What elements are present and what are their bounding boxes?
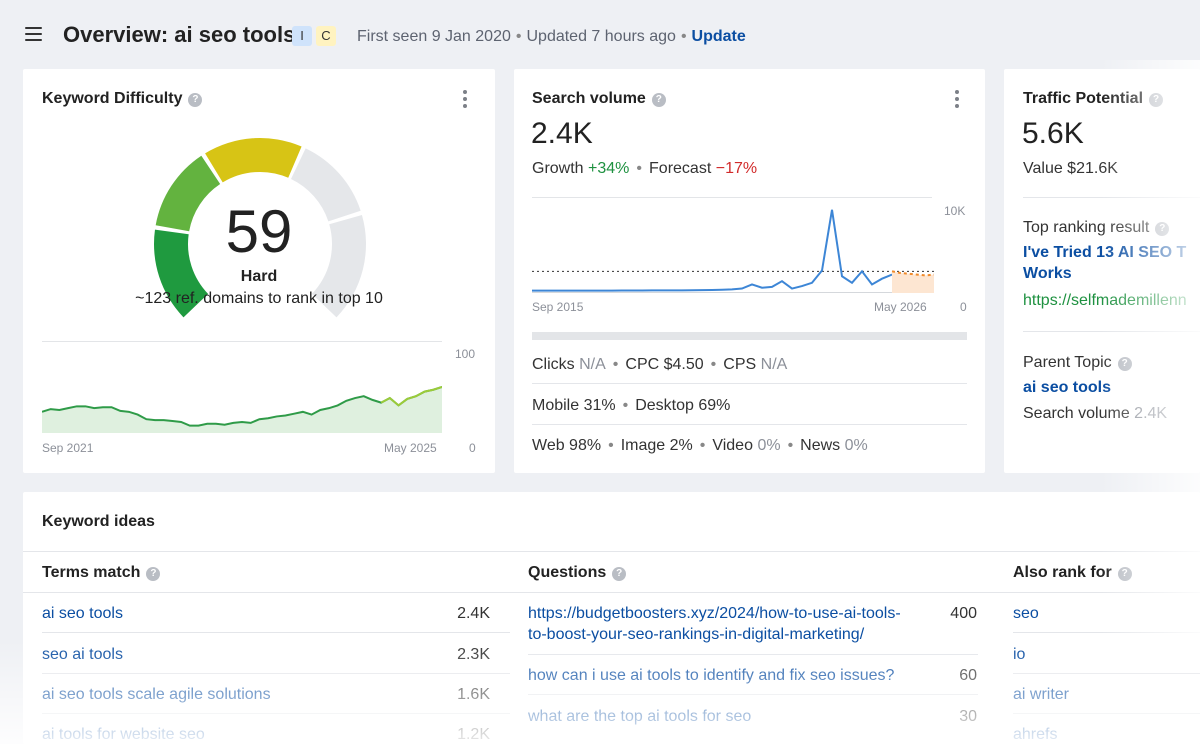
tp-value: 5.6K (1022, 117, 1084, 150)
sv-card-title: Search volume? (532, 90, 666, 108)
hamburger-menu-icon[interactable] (25, 27, 42, 41)
sv-clicks-row: Clicks N/A • CPC $4.50 • CPS N/A (532, 356, 788, 373)
kd-chart-ymax: 100 (455, 347, 476, 361)
sv-forecast-line (891, 270, 934, 277)
sv-device-row: Mobile 31% • Desktop 69% (532, 397, 731, 414)
sv-more-options-icon[interactable] (955, 90, 959, 111)
tp-card-title: Traffic Potential? (1023, 90, 1164, 108)
terms-volume: 1.2K (457, 726, 490, 743)
question-link-line2[interactable]: to-boost-your-seo-rankings-in-digital-ma… (528, 626, 865, 643)
tp-traffic-value: Value $21.6K (1023, 160, 1118, 177)
page-meta: First seen 9 Jan 2020 • Updated 7 hours ag… (357, 28, 746, 45)
sv-forecast-area (892, 271, 934, 293)
question-link[interactable]: what are the top ai tools for seo (528, 708, 752, 725)
also-rank-link[interactable]: seo (1013, 605, 1039, 622)
kd-chart-line-recent (380, 386, 442, 407)
also-rank-link[interactable]: ahrefs (1013, 726, 1058, 743)
sv-range-scrollbar[interactable] (532, 332, 967, 340)
help-icon[interactable]: ? (188, 93, 203, 107)
top-ranking-label: Top ranking result? (1023, 219, 1170, 237)
top-result-title-link-line2[interactable]: Works (1023, 265, 1072, 282)
sv-chart-ymin: 0 (960, 300, 967, 314)
kd-chart-ymin: 0 (469, 441, 476, 455)
help-icon[interactable]: ? (612, 567, 627, 581)
kd-chart-line (42, 386, 442, 427)
gauge-segment-empty (311, 214, 366, 318)
first-seen-text: First seen 9 Jan 2020 (357, 28, 511, 45)
kd-chart-area (42, 387, 442, 433)
top-result-title-link[interactable]: I've Tried 13 AI SEO T (1023, 244, 1187, 261)
question-volume: 60 (959, 667, 977, 684)
traffic-potential-card: Traffic Potential? 5.6K Value $21.6K Top… (1004, 69, 1200, 473)
keyword-difficulty-card: Keyword Difficulty? 59 Hard ~123 ref. do… (23, 69, 495, 473)
sv-chart-end-date: May 2026 (874, 300, 927, 314)
terms-volume: 2.3K (457, 646, 490, 663)
sv-serp-type-row: Web 98% • Image 2% • Video 0% • News 0% (532, 437, 868, 454)
parent-topic-link[interactable]: ai seo tools (1023, 379, 1112, 396)
sv-chart-ymax: 10K (944, 204, 966, 218)
help-icon[interactable]: ? (651, 93, 666, 107)
page-title: Overview: ai seo tools (63, 22, 296, 47)
gauge-segment-lightgreen (155, 155, 221, 232)
kd-chart-start-date: Sep 2021 (42, 441, 94, 455)
terms-keyword-link[interactable]: seo ai tools (42, 646, 123, 663)
kd-score: 59 (225, 198, 293, 265)
help-icon[interactable]: ? (1117, 567, 1132, 581)
terms-keyword-link[interactable]: ai tools for website seo (42, 726, 205, 743)
keyword-ideas-card: Keyword ideas Terms match? ai seo tools … (23, 492, 1200, 744)
kd-subtitle: ~123 ref. domains to rank in top 10 (135, 290, 383, 307)
sv-chart-line (532, 209, 893, 292)
kd-history-chart (42, 341, 442, 433)
question-link[interactable]: how can i use ai tools to identify and f… (528, 667, 895, 684)
sv-growth-forecast: Growth +34% • Forecast −17% (532, 160, 758, 177)
help-icon[interactable]: ? (1117, 357, 1132, 371)
also-rank-link[interactable]: io (1013, 646, 1026, 663)
search-volume-card: Search volume? 2.4K Growth +34% • Forecast… (514, 69, 985, 473)
update-button[interactable]: Update (691, 28, 746, 45)
terms-keyword-link[interactable]: ai seo tools (42, 605, 123, 622)
terms-keyword-link[interactable]: ai seo tools scale agile solutions (42, 686, 271, 703)
parent-topic-label: Parent Topic? (1023, 354, 1132, 372)
sv-chart-start-date: Sep 2015 (532, 300, 584, 314)
top-result-url-link[interactable]: https://selfmademillenn (1023, 292, 1187, 309)
help-icon[interactable]: ? (1149, 93, 1164, 107)
intent-badge-informational: I (292, 26, 312, 46)
terms-match-header: Terms match? (42, 564, 161, 582)
gauge-segment-green (154, 229, 209, 318)
kd-level: Hard (240, 268, 278, 285)
page-header: Overview: ai seo tools I C First seen 9 … (0, 0, 1200, 70)
parent-topic-volume: Search volume 2.4K (1023, 405, 1168, 422)
question-volume: 30 (959, 708, 977, 725)
sv-history-chart (532, 197, 934, 293)
intent-badge-commercial: C (316, 26, 336, 46)
also-rank-link[interactable]: ai writer (1013, 686, 1070, 703)
question-volume: 400 (950, 605, 977, 622)
keyword-ideas-title: Keyword ideas (42, 513, 155, 530)
questions-header: Questions? (528, 564, 627, 582)
sv-value: 2.4K (531, 117, 593, 150)
kd-chart-end-date: May 2025 (384, 441, 437, 455)
kd-card-title: Keyword Difficulty? (42, 90, 203, 108)
help-icon[interactable]: ? (146, 567, 161, 581)
also-rank-for-header: Also rank for? (1013, 564, 1132, 582)
gauge-segment-yellow (205, 138, 302, 183)
kd-gauge (154, 138, 366, 318)
updated-text: Updated 7 hours ago (526, 28, 676, 45)
terms-volume: 1.6K (457, 686, 490, 703)
kd-more-options-icon[interactable] (463, 90, 467, 111)
terms-volume: 2.4K (457, 605, 490, 622)
question-link[interactable]: https://budgetboosters.xyz/2024/how-to-u… (528, 605, 901, 622)
help-icon[interactable]: ? (1155, 222, 1170, 236)
gauge-segment-empty (290, 148, 361, 222)
